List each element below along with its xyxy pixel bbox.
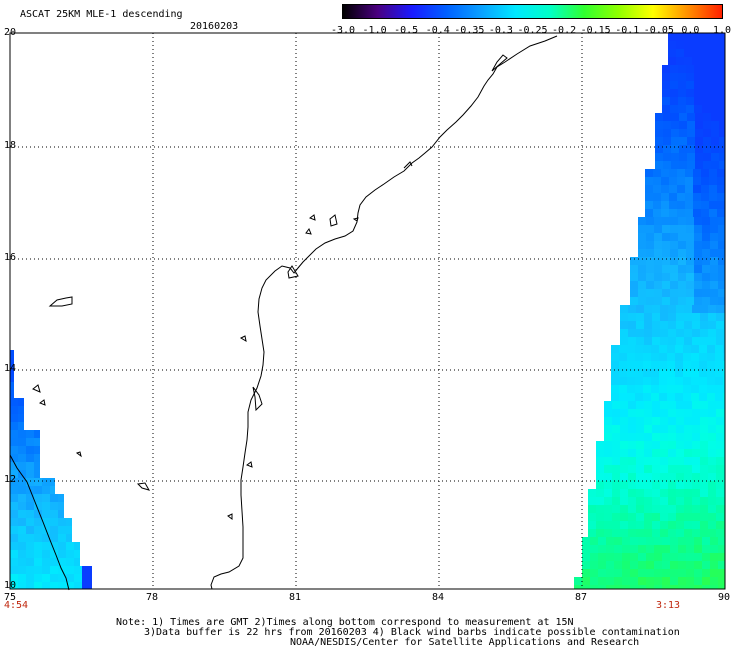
lake-inland-3 bbox=[227, 513, 233, 520]
note-line-3: NOAA/NESDIS/Center for Satellite Applica… bbox=[290, 637, 640, 648]
lake-inland-2 bbox=[245, 461, 253, 468]
west-island-5 bbox=[136, 482, 151, 491]
godavari-island bbox=[329, 214, 338, 227]
lat-label-10: 10 bbox=[4, 580, 17, 591]
krishna-delta bbox=[287, 265, 299, 279]
lon-label-81: 81 bbox=[289, 592, 302, 603]
colorbar-tick-label: -0.5 bbox=[394, 25, 419, 36]
lon-label-90: 90 bbox=[718, 592, 731, 603]
coast-islet-3 bbox=[352, 217, 359, 222]
lat-label-20: 20 bbox=[4, 27, 17, 38]
colorbar-tick-label: -0.05 bbox=[643, 25, 674, 36]
colorbar-tick-label: -0.25 bbox=[517, 25, 548, 36]
lon-label-87: 87 bbox=[575, 592, 588, 603]
colorbar-tick-label: -0.3 bbox=[488, 25, 513, 36]
colorbar-tick-label: -0.1 bbox=[615, 25, 640, 36]
colorbar-tick-label: -0.35 bbox=[454, 25, 485, 36]
colorbar-tick-label: 0.0 bbox=[681, 25, 700, 36]
west-island-3 bbox=[38, 399, 46, 406]
sri-lanka-coast bbox=[9, 454, 70, 591]
lat-label-18: 18 bbox=[4, 140, 17, 151]
colorbar-tick-label: -0.15 bbox=[580, 25, 611, 36]
note-line-1: Note: 1) Times are GMT 2)Times along bot… bbox=[116, 617, 574, 628]
lon-label-78: 78 bbox=[146, 592, 159, 603]
colorbar-tick-label: -3.0 bbox=[330, 25, 356, 36]
pulicat-lake bbox=[252, 386, 263, 412]
time-right: 3:13 bbox=[656, 600, 681, 611]
west-island-2 bbox=[32, 384, 41, 393]
product-date: 20160203 bbox=[190, 21, 239, 32]
coastline bbox=[9, 35, 558, 591]
west-island-1 bbox=[48, 296, 73, 307]
india-east-coast bbox=[210, 35, 558, 590]
lon-label-84: 84 bbox=[432, 592, 445, 603]
swath-right bbox=[574, 33, 725, 589]
coast-islet-1 bbox=[308, 214, 316, 221]
chilika-mark bbox=[403, 161, 413, 169]
lat-label-12: 12 bbox=[4, 474, 17, 485]
time-left: 4:54 bbox=[4, 600, 29, 611]
note-line-2: 3)Data buffer is 22 hrs from 20160203 4)… bbox=[144, 627, 680, 638]
colorbar-tick-label: -0.2 bbox=[552, 25, 577, 36]
west-island-4 bbox=[75, 451, 82, 458]
colorbar-tick-label: 1.0 bbox=[712, 25, 732, 36]
product-title: ASCAT 25KM MLE-1 descending bbox=[20, 9, 183, 20]
lat-label-16: 16 bbox=[4, 252, 17, 263]
lat-lon-grid bbox=[10, 33, 725, 589]
coast-islet-2 bbox=[305, 227, 312, 235]
colorbar-tick-label: -1.0 bbox=[362, 25, 387, 36]
lon-label-75: 75 bbox=[4, 592, 17, 603]
lake-inland-1 bbox=[239, 335, 247, 343]
lat-label-14: 14 bbox=[4, 363, 17, 374]
colorbar-tick-label: -0.4 bbox=[425, 25, 450, 36]
ganges-coast bbox=[491, 54, 508, 72]
colorbar bbox=[342, 4, 723, 19]
swath-left bbox=[10, 350, 92, 589]
map-frame bbox=[9, 32, 726, 590]
